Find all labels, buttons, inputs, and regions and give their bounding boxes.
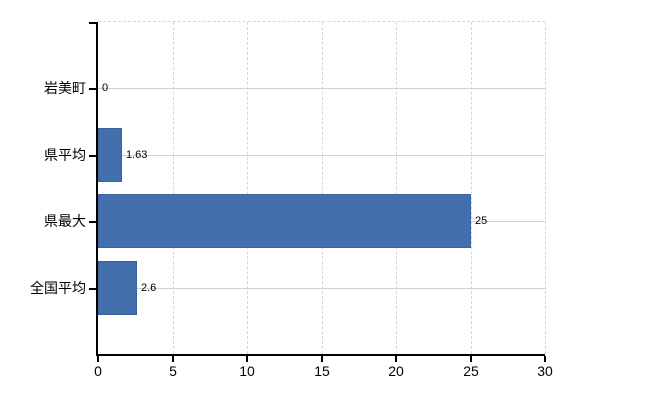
x-tick-label: 30 (537, 363, 553, 379)
x-tick-label: 15 (314, 363, 330, 379)
plot-top-border (98, 21, 545, 22)
x-tick-label: 25 (463, 363, 479, 379)
x-axis-tick (395, 356, 397, 362)
x-axis-line (96, 354, 545, 356)
h-gridline (98, 88, 545, 89)
y-axis-tick (89, 155, 96, 157)
data-bar (98, 194, 471, 248)
x-tick-label: 10 (239, 363, 255, 379)
y-axis-tick (89, 221, 96, 223)
v-gridline (173, 22, 174, 354)
x-axis-tick (97, 356, 99, 362)
x-tick-label: 0 (94, 363, 102, 379)
bar-value-label: 2.6 (141, 282, 157, 294)
v-gridline (471, 22, 472, 354)
bar-value-label: 1.63 (126, 149, 148, 161)
y-axis-line (96, 22, 98, 356)
v-gridline (247, 22, 248, 354)
y-axis-tick (89, 88, 96, 90)
data-bar (98, 128, 122, 182)
data-bar (98, 261, 137, 315)
category-label: 県最大 (44, 213, 86, 229)
y-axis-tick (89, 22, 96, 24)
x-axis-tick (544, 356, 546, 362)
category-label: 県平均 (44, 147, 86, 163)
category-label: 全国平均 (30, 280, 86, 296)
h-gridline (98, 155, 545, 156)
y-axis-tick (89, 288, 96, 290)
h-gridline (98, 288, 545, 289)
x-axis-tick (470, 356, 472, 362)
bar-value-label: 0 (102, 82, 109, 94)
x-axis-tick (172, 356, 174, 362)
v-gridline (545, 22, 546, 354)
x-tick-label: 20 (388, 363, 404, 379)
v-gridline (322, 22, 323, 354)
category-label: 岩美町 (44, 80, 86, 96)
v-gridline (396, 22, 397, 354)
bar-value-label: 25 (475, 215, 488, 227)
x-tick-label: 5 (169, 363, 177, 379)
x-axis-tick (246, 356, 248, 362)
x-axis-tick (321, 356, 323, 362)
